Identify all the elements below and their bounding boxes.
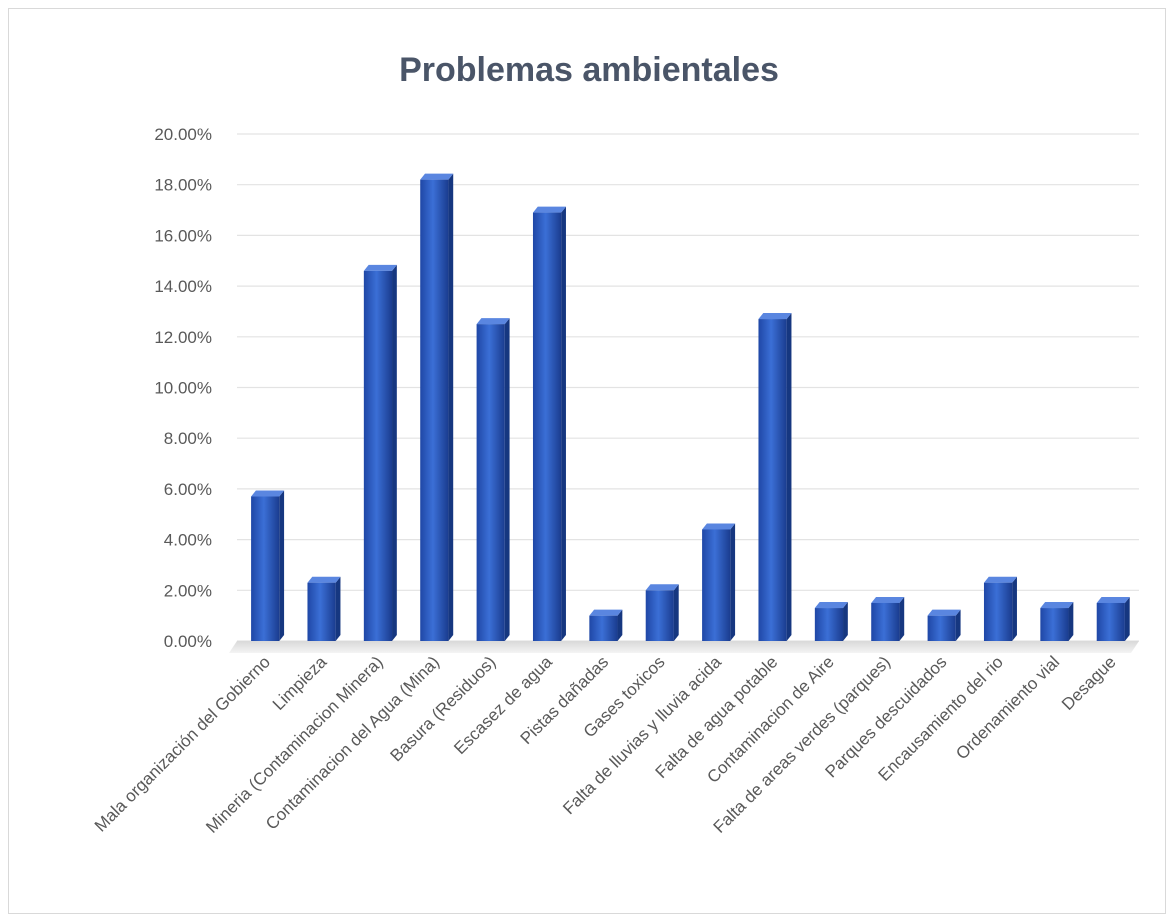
x-axis-labels: Mala organización del GobiernoLimpiezaMi… <box>91 652 1120 837</box>
bar <box>363 264 397 641</box>
x-category-label: Escasez de agua <box>450 652 556 758</box>
x-category-label: Basura (Residuos) <box>387 652 500 765</box>
bar <box>532 206 566 641</box>
bars <box>251 173 1130 641</box>
x-category-label: Mala organización del Gobierno <box>91 652 274 835</box>
y-tick-label: 8.00% <box>164 429 212 448</box>
bar <box>1096 596 1130 641</box>
bar <box>983 576 1017 641</box>
y-tick-label: 14.00% <box>154 277 212 296</box>
bar <box>927 609 961 641</box>
chart-title: Problemas ambientales <box>399 51 779 89</box>
y-tick-label: 16.00% <box>154 226 212 245</box>
chart-floor-plane <box>229 641 1139 653</box>
x-category-label: Ordenamiento vial <box>952 652 1063 763</box>
x-category-label: Desague <box>1058 652 1120 714</box>
bar <box>251 490 285 641</box>
bar <box>589 609 623 641</box>
y-tick-label: 18.00% <box>154 176 212 195</box>
bar <box>307 576 341 641</box>
bar <box>702 523 736 641</box>
bar <box>814 602 848 641</box>
y-tick-label: 10.00% <box>154 379 212 398</box>
y-tick-label: 20.00% <box>154 125 212 144</box>
bar-chart: Problemas ambientales 0.00% 2.00% 4.00% 6.0… <box>91 51 1139 837</box>
bar <box>1040 602 1074 641</box>
chart-frame: Problemas ambientales 0.00% 2.00% 4.00% 6.0… <box>8 8 1166 914</box>
bar <box>476 318 510 641</box>
chart-floor <box>229 641 1139 653</box>
y-axis-ticks: 0.00% 2.00% 4.00% 6.00% 8.00% 10.00% 12.00% 14.… <box>154 125 212 651</box>
y-tick-label: 4.00% <box>164 531 212 550</box>
bar <box>871 596 905 641</box>
y-tick-label: 6.00% <box>164 480 212 499</box>
bar <box>420 173 454 641</box>
bar <box>645 584 679 641</box>
bar <box>758 313 792 641</box>
y-tick-label: 0.00% <box>164 632 212 651</box>
y-tick-label: 2.00% <box>164 581 212 600</box>
y-tick-label: 12.00% <box>154 328 212 347</box>
